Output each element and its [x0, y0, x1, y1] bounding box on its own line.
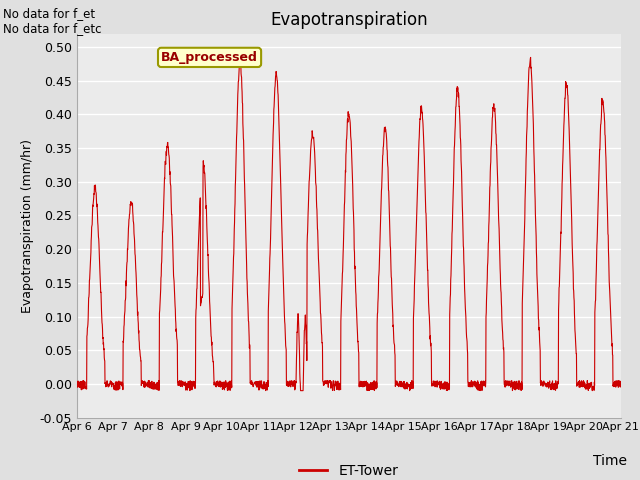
Legend: ET-Tower: ET-Tower [294, 458, 404, 480]
Title: Evapotranspiration: Evapotranspiration [270, 11, 428, 29]
Text: BA_processed: BA_processed [161, 51, 258, 64]
Y-axis label: Evapotranspiration (mm/hr): Evapotranspiration (mm/hr) [21, 139, 34, 312]
Text: No data for f_et
No data for f_etc: No data for f_et No data for f_etc [3, 7, 102, 35]
Text: Time: Time [593, 454, 627, 468]
